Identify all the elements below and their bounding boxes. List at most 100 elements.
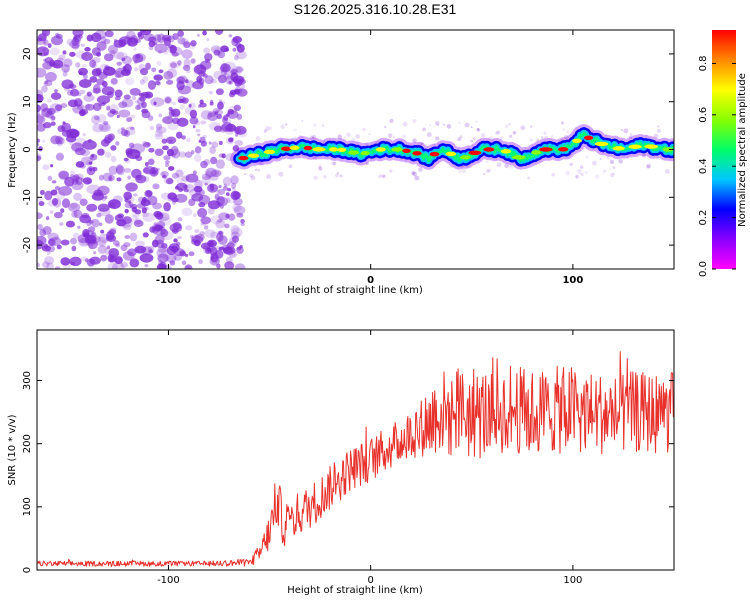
noise-blob (260, 162, 265, 167)
noise-blob (162, 264, 172, 269)
noise-blob (62, 50, 67, 55)
noise-blob (55, 152, 65, 161)
noise-blob (113, 51, 125, 60)
colorbar-tick-label: 0.6 (698, 107, 709, 123)
noise-blob (228, 240, 237, 247)
noise-blob (54, 266, 61, 269)
noise-blob (197, 104, 202, 108)
noise-blob (41, 85, 48, 93)
noise-blob (157, 263, 167, 269)
noise-blob (623, 128, 629, 134)
noise-blob (217, 188, 226, 196)
noise-blob (473, 137, 476, 141)
noise-blob (154, 80, 161, 86)
noise-blob (86, 203, 98, 212)
noise-blob (149, 226, 156, 233)
noise-blob (166, 68, 178, 78)
noise-blob (93, 115, 100, 121)
noise-blob (216, 114, 223, 120)
noise-blob (116, 61, 122, 66)
noise-blob (84, 103, 95, 111)
noise-blob (194, 229, 200, 233)
noise-blob (144, 189, 153, 198)
noise-blob (230, 175, 239, 185)
noise-blob (158, 69, 164, 74)
noise-blob (116, 177, 122, 182)
noise-blob (97, 185, 110, 196)
noise-blob (79, 149, 91, 157)
noise-blob (155, 123, 163, 130)
noise-blob (80, 256, 88, 262)
noise-blob (115, 165, 125, 176)
noise-blob (420, 141, 424, 146)
noise-blob (91, 154, 95, 158)
noise-blob (206, 38, 210, 42)
noise-blob (606, 156, 610, 159)
y-tick-label: -20 (22, 237, 33, 253)
signal-hotspot (429, 152, 440, 157)
noise-blob (72, 232, 80, 239)
noise-blob (489, 135, 494, 140)
noise-blob (435, 136, 440, 141)
noise-blob (66, 38, 74, 46)
noise-blob (173, 238, 178, 243)
noise-blob (200, 140, 208, 147)
noise-blob (47, 238, 56, 246)
noise-blob (224, 261, 235, 269)
noise-blob (55, 135, 63, 145)
noise-blob (153, 101, 157, 106)
noise-blob (121, 129, 129, 137)
noise-blob (294, 128, 297, 132)
noise-blob (231, 187, 236, 191)
noise-blob (50, 121, 56, 126)
noise-blob (106, 105, 111, 111)
signal-hotspot (337, 147, 347, 153)
signal-hotspot (402, 148, 411, 153)
noise-blob (133, 67, 139, 72)
noise-blob (97, 148, 105, 156)
y-tick-label: 300 (22, 371, 33, 390)
noise-blob (37, 262, 41, 267)
noise-blob (250, 175, 256, 181)
noise-blob (181, 49, 193, 59)
noise-blob (99, 63, 110, 72)
noise-blob (63, 58, 73, 68)
noise-blob (200, 216, 212, 225)
noise-blob (123, 63, 132, 74)
noise-blob (491, 138, 495, 142)
noise-blob (148, 147, 155, 153)
noise-blob (285, 123, 288, 126)
noise-blob (68, 202, 81, 213)
noise-blob (142, 76, 149, 83)
noise-blob (657, 125, 660, 128)
noise-blob (171, 228, 179, 234)
noise-blob (45, 71, 57, 82)
noise-blob (47, 43, 52, 48)
noise-blob (49, 210, 54, 214)
noise-blob (446, 124, 452, 129)
noise-blob (115, 164, 124, 174)
noise-blob (125, 71, 130, 76)
noise-blob (56, 244, 62, 250)
noise-blob (485, 160, 489, 164)
noise-blob (213, 125, 223, 133)
noise-blob (235, 133, 239, 137)
noise-blob (128, 43, 131, 47)
noise-blob (387, 133, 393, 138)
noise-blob (140, 68, 149, 76)
noise-blob (160, 262, 165, 267)
noise-blob (232, 47, 237, 52)
noise-blob (148, 45, 154, 51)
noise-blob (156, 60, 162, 67)
signal-hotspot (459, 155, 471, 160)
noise-blob (58, 185, 73, 196)
noise-blob (509, 165, 513, 169)
noise-blob (38, 33, 47, 42)
noise-blob (313, 123, 317, 128)
noise-blob (230, 231, 240, 239)
noise-blob (55, 104, 63, 112)
noise-blob (104, 195, 108, 200)
noise-blob (166, 178, 174, 185)
noise-blob (58, 137, 65, 145)
noise-blob (136, 248, 140, 253)
